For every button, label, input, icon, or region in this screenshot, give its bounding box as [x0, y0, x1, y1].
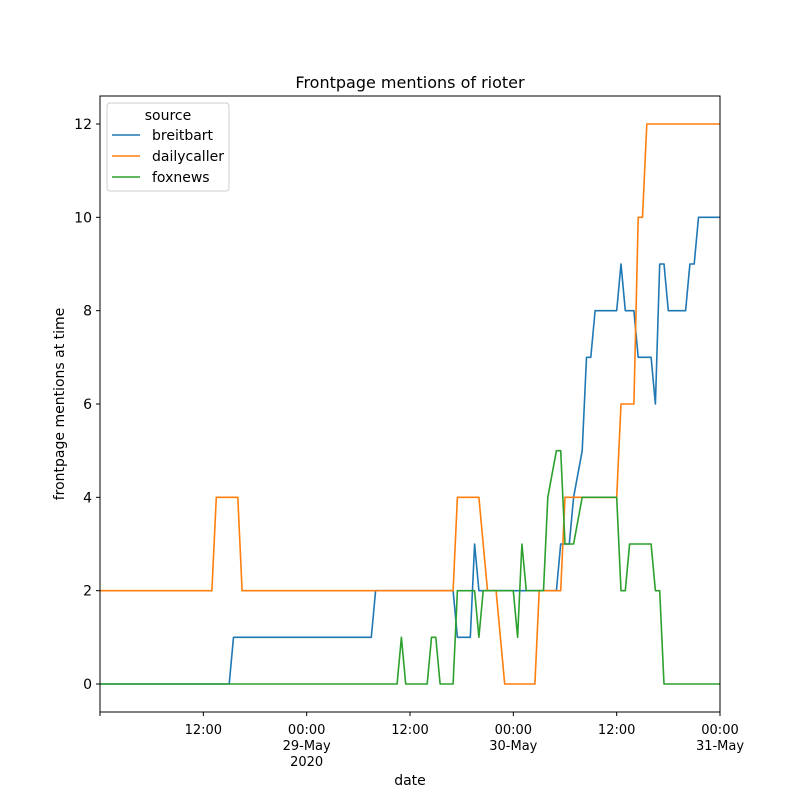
- x-tick-label: 12:00: [391, 723, 428, 738]
- y-tick-label: 8: [83, 304, 92, 320]
- x-axis-label: date: [394, 773, 426, 789]
- y-tick-label: 0: [83, 677, 92, 693]
- legend: source breitbart dailycaller foxnews: [106, 102, 230, 192]
- x-tick-label: 12:00: [185, 723, 222, 738]
- x-tick-label: 00:00: [495, 723, 532, 738]
- y-tick-label: 10: [74, 210, 92, 226]
- series-line-breitbart: [100, 216, 720, 685]
- x-tick-label: 00:00: [701, 723, 738, 738]
- series-line-foxnews: [100, 449, 720, 685]
- legend-title: source: [145, 108, 192, 124]
- y-tick-label: 6: [83, 397, 92, 413]
- y-axis: 0 2 4 6 8 10 12: [74, 117, 100, 693]
- series-lines: [100, 123, 720, 685]
- plot-frame: [100, 96, 720, 712]
- x-tick-label: 30-May: [489, 739, 537, 754]
- y-tick-label: 4: [83, 490, 92, 506]
- chart-title: Frontpage mentions of rioter: [295, 73, 525, 92]
- y-axis-label: frontpage mentions at time: [52, 308, 68, 501]
- x-tick-label: 31-May: [696, 739, 744, 754]
- legend-label-foxnews: foxnews: [152, 170, 210, 186]
- legend-items: breitbart dailycaller foxnews: [112, 128, 224, 186]
- legend-label-dailycaller: dailycaller: [152, 149, 224, 165]
- y-tick-label: 12: [74, 117, 92, 133]
- x-tick-label: 12:00: [598, 723, 635, 738]
- x-tick-label: 2020: [290, 755, 323, 770]
- legend-box: [106, 102, 230, 192]
- x-tick-label: 00:00: [288, 723, 325, 738]
- y-tick-label: 2: [83, 584, 92, 600]
- legend-label-breitbart: breitbart: [152, 128, 214, 144]
- plot-area: [99, 95, 721, 713]
- x-tick-label: 29-May: [283, 739, 331, 754]
